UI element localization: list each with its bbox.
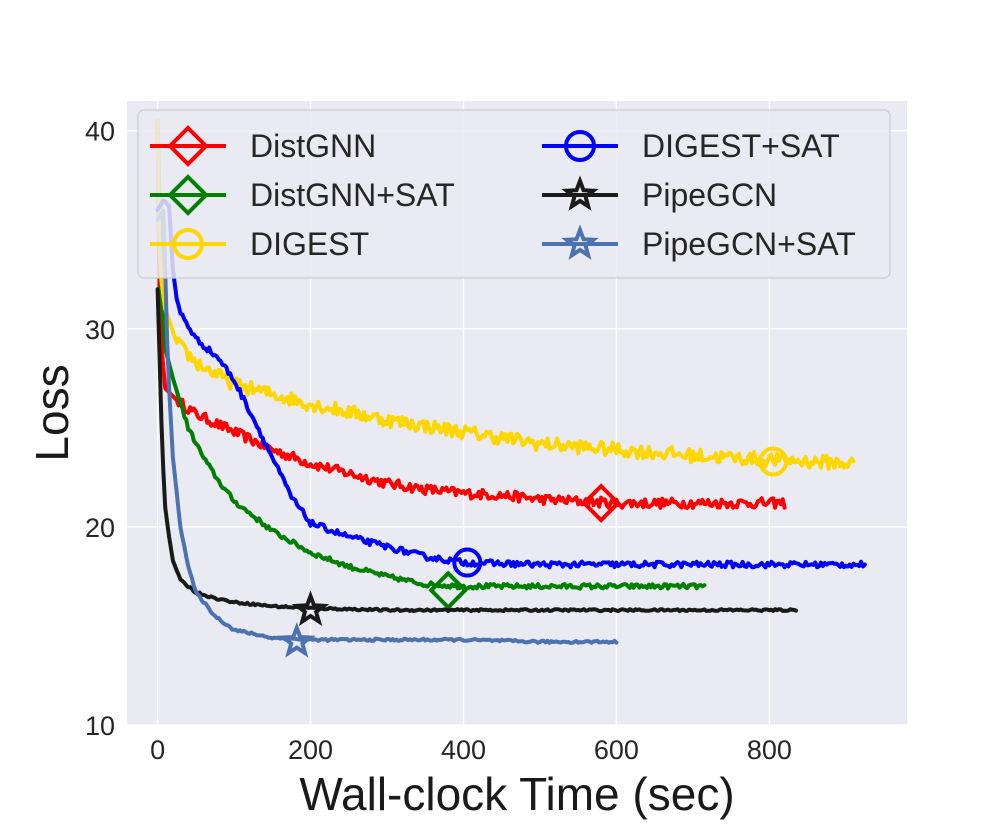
- series-line-pipegcn: [155, 287, 799, 614]
- y-axis-title: Loss: [26, 364, 78, 461]
- series-marker-pipegcn-sat: [277, 622, 316, 658]
- legend-item-pipegcn: PipeGCN: [542, 175, 777, 213]
- series-marker-distgnn: [581, 483, 621, 523]
- legend-item-distgnn: DistGNN: [150, 125, 376, 167]
- x-tick-label: 600: [594, 735, 639, 765]
- legend-frame: [137, 109, 891, 279]
- legend-marker-circle: [172, 228, 204, 260]
- x-tick-label: 0: [150, 735, 165, 765]
- y-tick-label: 40: [85, 117, 115, 147]
- legend-label: PipeGCN: [642, 177, 777, 213]
- legend-marker-diamond: [167, 125, 209, 167]
- series-line-digest-sat: [155, 198, 867, 570]
- legend-marker-circle: [564, 130, 596, 162]
- legend-marker-star: [561, 224, 599, 260]
- series-line-digest: [155, 118, 856, 471]
- x-tick-label: 200: [288, 735, 333, 765]
- legend-item-digest: DIGEST: [150, 226, 369, 262]
- legend-label: DistGNN: [250, 128, 376, 164]
- tick-labels: 0 200 400 600 800 10 20 30 40: [85, 117, 792, 765]
- legend-item-pipegcn-sat: PipeGCN+SAT: [542, 224, 856, 262]
- y-tick-label: 30: [85, 315, 115, 345]
- legend-item-digest-sat: DIGEST+SAT: [542, 128, 840, 164]
- legend-marker-star: [561, 175, 599, 211]
- x-axis-title: Wall-clock Time (sec): [299, 768, 734, 820]
- legend-label: DistGNN+SAT: [250, 177, 455, 213]
- legend-label: DIGEST+SAT: [642, 128, 840, 164]
- y-tick-label: 10: [85, 711, 115, 741]
- y-tick-label: 20: [85, 513, 115, 543]
- legend-marker-diamond: [167, 174, 209, 216]
- x-tick-label: 800: [747, 735, 792, 765]
- series-marker-pipegcn: [291, 590, 330, 626]
- series-line-pipegcn-sat: [155, 208, 619, 645]
- legend-label: PipeGCN+SAT: [642, 226, 856, 262]
- series-line-distgnn-sat: [155, 118, 707, 591]
- x-tick-label: 400: [441, 735, 486, 765]
- legend-item-distgnn-sat: DistGNN+SAT: [150, 174, 455, 216]
- series-marker-digest-sat: [452, 547, 483, 578]
- legend: DistGNN DistGNN+SAT DIGEST DIGEST+SAT PipeGC…: [137, 109, 891, 279]
- series-marker-digest: [758, 446, 789, 477]
- series-marker-distgnn-sat: [428, 570, 469, 611]
- legend-label: DIGEST: [250, 226, 369, 262]
- series-layer: [155, 118, 867, 658]
